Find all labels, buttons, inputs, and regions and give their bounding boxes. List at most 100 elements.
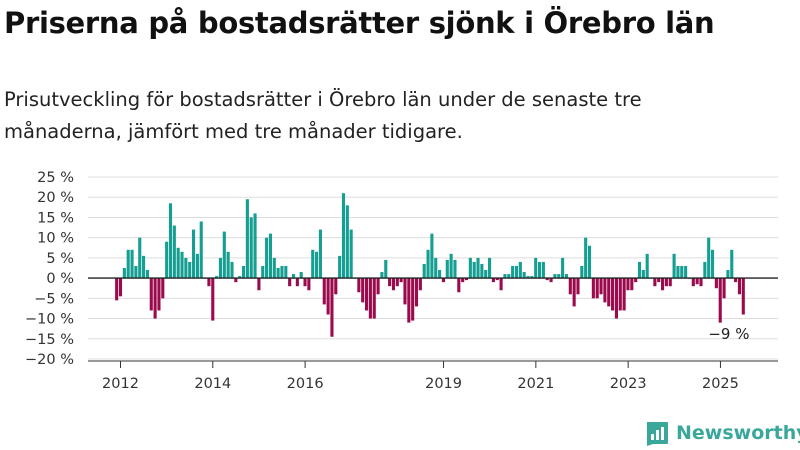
bar: [495, 278, 499, 281]
bar: [672, 253, 676, 279]
bar: [476, 257, 480, 279]
bar: [657, 278, 661, 283]
bar: [241, 265, 246, 279]
bar: [288, 278, 292, 287]
bar: [645, 253, 649, 279]
bar: [134, 265, 138, 279]
newsworthy-logo-icon: [647, 422, 668, 446]
y-tick-label: 20 %: [37, 190, 74, 206]
bar: [668, 278, 672, 287]
bar: [622, 278, 626, 311]
bar: [157, 278, 161, 311]
bar: [699, 278, 703, 287]
bar: [303, 278, 307, 287]
bar: [488, 257, 492, 279]
bar: [445, 259, 449, 279]
bar: [564, 274, 568, 279]
bar: [253, 213, 257, 279]
bar: [268, 233, 272, 279]
bar: [368, 278, 372, 319]
bar: [391, 278, 396, 291]
bar: [372, 278, 376, 319]
bar: [695, 278, 699, 285]
bar: [334, 278, 338, 295]
bar: [165, 241, 169, 279]
bar: [215, 276, 219, 279]
bar: [318, 229, 322, 279]
bar: [472, 261, 476, 279]
bar: [418, 278, 422, 291]
x-tick-label: 2012: [102, 376, 139, 392]
bar: [484, 270, 488, 279]
bar: [380, 272, 384, 279]
bar: [138, 237, 142, 279]
bar: [426, 249, 430, 279]
x-tick-label: 2025: [702, 376, 739, 392]
bar: [207, 278, 211, 287]
bar: [168, 203, 173, 279]
bar: [399, 278, 403, 283]
bar: [726, 270, 730, 279]
bar: [680, 265, 684, 279]
bar: [714, 278, 718, 289]
bar: [330, 278, 334, 337]
bar: [514, 265, 519, 279]
bar: [637, 261, 642, 279]
y-tick-label: 0 %: [46, 271, 74, 287]
bar: [234, 278, 238, 283]
bar: [599, 278, 603, 295]
bar: [453, 259, 457, 279]
bar: [126, 249, 130, 279]
bar: [576, 278, 580, 295]
bar: [603, 278, 607, 303]
bar: [315, 251, 319, 279]
bar: [276, 268, 280, 279]
bar: [580, 265, 584, 279]
bar: [634, 278, 638, 283]
bar: [238, 276, 242, 279]
bar: [591, 278, 595, 299]
bar: [430, 233, 434, 279]
bar: [630, 278, 634, 291]
bar: [411, 278, 415, 321]
bar: [115, 278, 119, 301]
bar: [280, 265, 284, 279]
bar: [722, 278, 726, 299]
bar: [180, 251, 184, 279]
bar: [357, 278, 361, 293]
bar: [199, 221, 203, 279]
bar: [618, 278, 622, 311]
bar: [341, 193, 346, 279]
bar: [707, 237, 711, 279]
bar: [307, 278, 311, 291]
bar: [718, 278, 722, 323]
bar: [211, 278, 215, 321]
bar: [403, 278, 407, 305]
bar: [345, 205, 349, 279]
bar: [322, 278, 326, 305]
bar: [568, 278, 572, 295]
bar: [684, 265, 688, 279]
bar: [161, 278, 165, 299]
y-tick-label: −10 %: [25, 312, 74, 328]
bar: [361, 278, 365, 303]
bar: [664, 278, 668, 287]
bar: [299, 272, 303, 279]
bar: [511, 265, 515, 279]
bar: [222, 231, 226, 279]
bar: [499, 278, 503, 291]
bar: [122, 268, 126, 279]
bar: [553, 274, 557, 279]
bar: [703, 261, 707, 279]
last-value-annotation: −9 %: [708, 325, 749, 343]
bar: [641, 270, 645, 279]
bar: [291, 274, 296, 279]
bar: [530, 276, 534, 279]
bar: [438, 270, 442, 279]
y-tick-label: −5 %: [34, 291, 74, 307]
bar: [176, 247, 180, 279]
bar: [192, 229, 196, 279]
newsworthy-logo: Newsworthy: [644, 420, 800, 446]
bar: [407, 278, 411, 323]
bar: [541, 261, 545, 279]
